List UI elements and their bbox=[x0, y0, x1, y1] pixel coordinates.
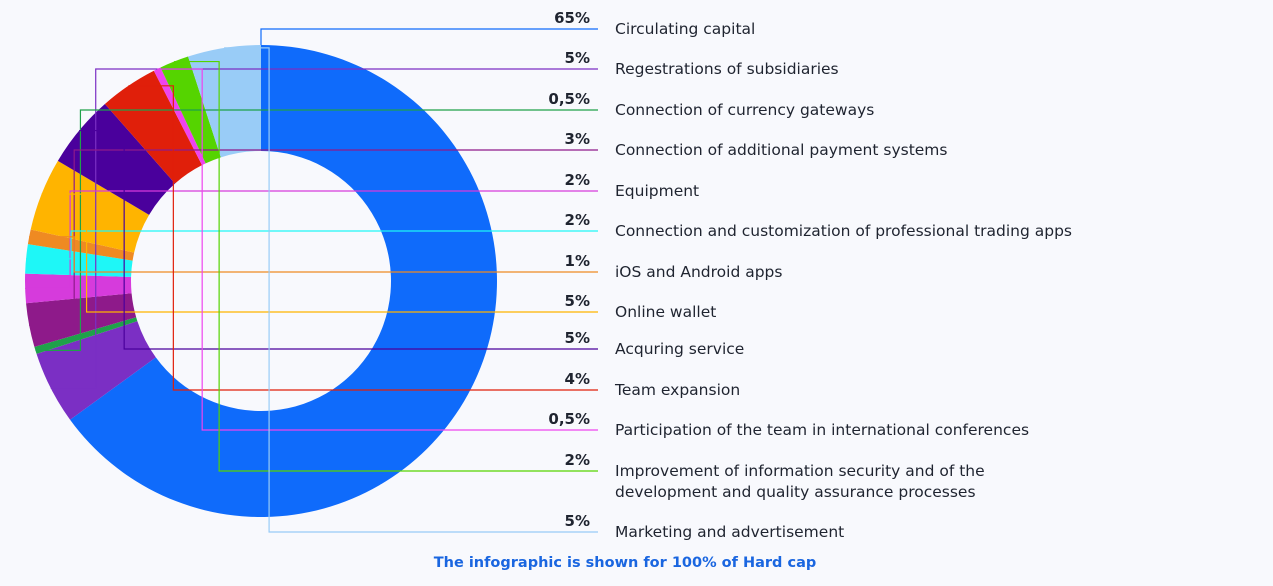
category-label-circulating-capital: Circulating capital bbox=[615, 20, 755, 38]
slice-payment-systems bbox=[26, 293, 137, 347]
leader-team-expansion bbox=[128, 85, 598, 391]
category-label-trading-apps: Connection and customization of professi… bbox=[615, 222, 1072, 240]
slice-acquiring-service bbox=[57, 103, 176, 215]
value-label-conferences: 0,5% bbox=[548, 410, 590, 428]
slice-trading-apps bbox=[25, 244, 133, 277]
category-label-acquiring-service: Acquring service bbox=[615, 340, 744, 358]
slice-currency-gateways bbox=[34, 317, 138, 354]
legend-labels: 65% Circulating capital 5% Regestrations of… bbox=[548, 9, 1072, 541]
value-label-marketing: 5% bbox=[565, 512, 590, 530]
value-label-subsidiaries: 5% bbox=[565, 49, 590, 67]
leader-conferences bbox=[157, 68, 598, 431]
leader-circulating-capital bbox=[260, 28, 598, 45]
category-label-information-security-line-1: Improvement of information security and … bbox=[615, 462, 985, 480]
value-label-currency-gateways: 0,5% bbox=[548, 90, 590, 108]
slice-conferences bbox=[153, 67, 206, 166]
category-label-information-security-line-2: development and quality assurance proces… bbox=[615, 483, 976, 501]
slice-marketing bbox=[188, 45, 261, 158]
category-label-marketing: Marketing and advertisement bbox=[615, 523, 844, 541]
leader-currency-gateways bbox=[35, 109, 598, 351]
category-label-team-expansion: Team expansion bbox=[614, 381, 740, 399]
leader-information-security bbox=[174, 60, 598, 472]
slice-online-wallet bbox=[30, 160, 150, 253]
value-label-ios-android-apps: 1% bbox=[565, 252, 590, 270]
value-label-payment-systems: 3% bbox=[565, 130, 590, 148]
category-label-equipment: Equipment bbox=[615, 182, 699, 200]
category-label-ios-android-apps: iOS and Android apps bbox=[615, 263, 782, 281]
category-label-online-wallet: Online wallet bbox=[615, 303, 716, 321]
leader-acquiring-service bbox=[79, 129, 598, 350]
slice-team-expansion bbox=[104, 70, 202, 184]
value-label-acquiring-service: 5% bbox=[565, 329, 590, 347]
category-label-subsidiaries: Regestrations of subsidiaries bbox=[615, 60, 839, 78]
slice-circulating-capital bbox=[70, 45, 497, 517]
category-label-payment-systems: Connection of additional payment systems bbox=[615, 141, 948, 159]
value-label-team-expansion: 4% bbox=[565, 370, 590, 388]
value-label-circulating-capital: 65% bbox=[554, 9, 590, 27]
value-label-online-wallet: 5% bbox=[565, 292, 590, 310]
leader-equipment bbox=[25, 190, 598, 290]
leader-ios-android-apps bbox=[29, 236, 598, 273]
leader-online-wallet bbox=[41, 193, 598, 313]
value-label-information-security: 2% bbox=[565, 451, 590, 469]
leader-marketing bbox=[224, 47, 598, 533]
leader-trading-apps bbox=[26, 230, 598, 260]
donut-slices bbox=[25, 45, 497, 517]
value-label-trading-apps: 2% bbox=[565, 211, 590, 229]
leader-subsidiaries bbox=[50, 68, 598, 389]
slice-equipment bbox=[25, 273, 132, 304]
category-label-currency-gateways: Connection of currency gateways bbox=[615, 101, 874, 119]
category-label-conferences: Participation of the team in internation… bbox=[615, 421, 1029, 439]
leader-lines bbox=[25, 28, 598, 533]
footnote: The infographic is shown for 100% of Har… bbox=[434, 555, 817, 571]
value-label-equipment: 2% bbox=[565, 171, 590, 189]
